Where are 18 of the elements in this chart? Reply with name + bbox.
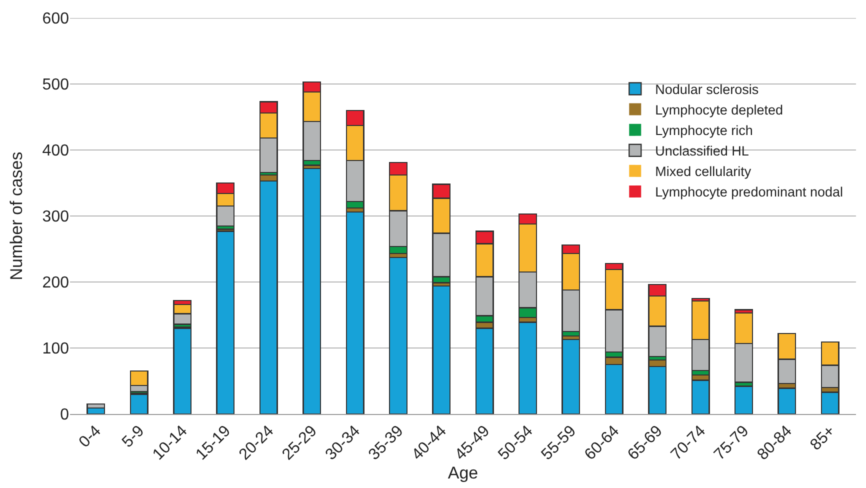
legend-label: Lymphocyte predominant nodal bbox=[655, 184, 844, 200]
y-tick-label: 100 bbox=[42, 340, 70, 358]
y-tick-label: 200 bbox=[42, 274, 70, 292]
y-tick-label: 600 bbox=[42, 10, 70, 28]
y-tick-label: 0 bbox=[60, 406, 70, 424]
x-tick-label: 5-9 bbox=[119, 422, 148, 452]
legend-label: Lymphocyte rich bbox=[655, 123, 753, 138]
legend-label: Lymphocyte depleted bbox=[655, 102, 783, 118]
x-tick-label: 85+ bbox=[807, 422, 839, 454]
legend-label: Unclassified HL bbox=[655, 144, 750, 159]
x-axis-title: Age bbox=[448, 464, 478, 483]
legend-label: Nodular sclerosis bbox=[655, 82, 759, 97]
y-tick-label: 500 bbox=[42, 76, 70, 94]
y-tick-label: 400 bbox=[42, 142, 70, 160]
y-tick-label: 300 bbox=[42, 208, 70, 226]
x-tick-label: 0-4 bbox=[76, 422, 104, 452]
legend-label: Mixed cellularity bbox=[655, 164, 752, 180]
y-axis-title: Number of cases bbox=[6, 152, 26, 280]
